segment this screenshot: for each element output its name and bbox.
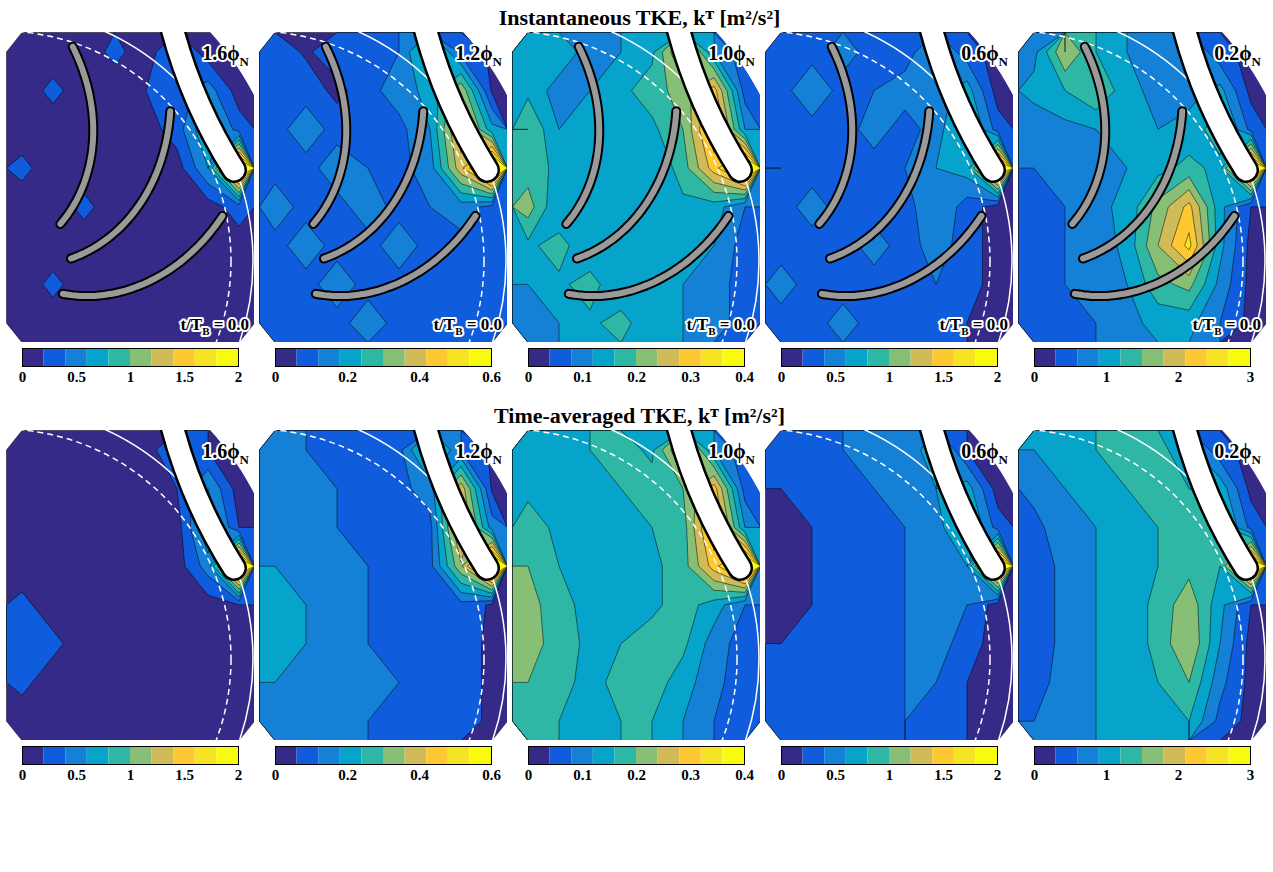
svg-text:1.2ϕN: 1.2ϕN	[455, 42, 502, 69]
svg-text:0.2: 0.2	[627, 767, 646, 783]
svg-text:1.2ϕN: 1.2ϕN	[455, 440, 502, 467]
svg-text:1: 1	[1103, 369, 1111, 385]
svg-text:0.6: 0.6	[482, 369, 501, 385]
svg-text:t/TB = 0.0: t/TB = 0.0	[939, 315, 1008, 337]
svg-text:0.4: 0.4	[410, 369, 429, 385]
svg-text:0.1: 0.1	[573, 767, 592, 783]
html-text:Instantaneous TKE, kᵀ [m²/s²]: Instantaneous TKE, kᵀ [m²/s²]	[498, 5, 781, 30]
svg-text:1.0ϕN: 1.0ϕN	[708, 42, 755, 69]
svg-text:0.4: 0.4	[735, 767, 754, 783]
svg-text:0.6ϕN: 0.6ϕN	[961, 440, 1008, 467]
svg-text:1.6ϕN: 1.6ϕN	[202, 440, 249, 467]
html-text:Time-averaged TKE, kᵀ [m²/s²]: Time-averaged TKE, kᵀ [m²/s²]	[494, 403, 785, 428]
svg-text:0.1: 0.1	[573, 369, 592, 385]
svg-text:1.5: 1.5	[934, 767, 953, 783]
svg-text:0: 0	[272, 767, 280, 783]
svg-text:0: 0	[1031, 369, 1039, 385]
svg-text:2: 2	[994, 369, 1002, 385]
svg-text:0: 0	[525, 767, 533, 783]
svg-text:t/TB = 0.0: t/TB = 0.0	[686, 315, 755, 337]
svg-text:0.4: 0.4	[735, 369, 754, 385]
svg-text:0: 0	[778, 767, 786, 783]
svg-text:t/TB = 0.0: t/TB = 0.0	[180, 315, 249, 337]
svg-text:0.2ϕN: 0.2ϕN	[1214, 42, 1261, 69]
svg-text:2: 2	[994, 767, 1002, 783]
svg-text:0: 0	[272, 369, 280, 385]
svg-text:1.5: 1.5	[175, 369, 194, 385]
svg-text:0.5: 0.5	[67, 369, 86, 385]
svg-text:0.2: 0.2	[627, 369, 646, 385]
svg-text:0.5: 0.5	[826, 369, 845, 385]
svg-text:t/TB = 0.0: t/TB = 0.0	[433, 315, 502, 337]
svg-text:1.5: 1.5	[934, 369, 953, 385]
svg-text:0.6ϕN: 0.6ϕN	[961, 42, 1008, 69]
svg-text:1.0ϕN: 1.0ϕN	[708, 440, 755, 467]
svg-text:0.3: 0.3	[681, 369, 700, 385]
svg-text:0.6: 0.6	[482, 767, 501, 783]
svg-text:0.2: 0.2	[338, 369, 357, 385]
svg-text:0.2ϕN: 0.2ϕN	[1214, 440, 1261, 467]
svg-text:2: 2	[1175, 369, 1183, 385]
svg-text:0.5: 0.5	[67, 767, 86, 783]
svg-text:0.4: 0.4	[410, 767, 429, 783]
svg-text:1.6ϕN: 1.6ϕN	[202, 42, 249, 69]
svg-text:2: 2	[235, 767, 243, 783]
svg-text:0.3: 0.3	[681, 767, 700, 783]
svg-text:0: 0	[19, 767, 27, 783]
svg-text:1: 1	[127, 369, 135, 385]
svg-text:3: 3	[1247, 767, 1255, 783]
svg-text:t/TB = 0.0: t/TB = 0.0	[1192, 315, 1261, 337]
svg-text:1: 1	[886, 767, 894, 783]
svg-text:1: 1	[1103, 767, 1111, 783]
svg-text:0: 0	[525, 369, 533, 385]
svg-text:1: 1	[127, 767, 135, 783]
svg-text:0: 0	[1031, 767, 1039, 783]
svg-text:0: 0	[19, 369, 27, 385]
svg-text:1: 1	[886, 369, 894, 385]
svg-text:2: 2	[235, 369, 243, 385]
svg-text:1.5: 1.5	[175, 767, 194, 783]
svg-text:3: 3	[1247, 369, 1255, 385]
svg-text:2: 2	[1175, 767, 1183, 783]
svg-text:0: 0	[778, 369, 786, 385]
svg-text:0.2: 0.2	[338, 767, 357, 783]
svg-text:0.5: 0.5	[826, 767, 845, 783]
